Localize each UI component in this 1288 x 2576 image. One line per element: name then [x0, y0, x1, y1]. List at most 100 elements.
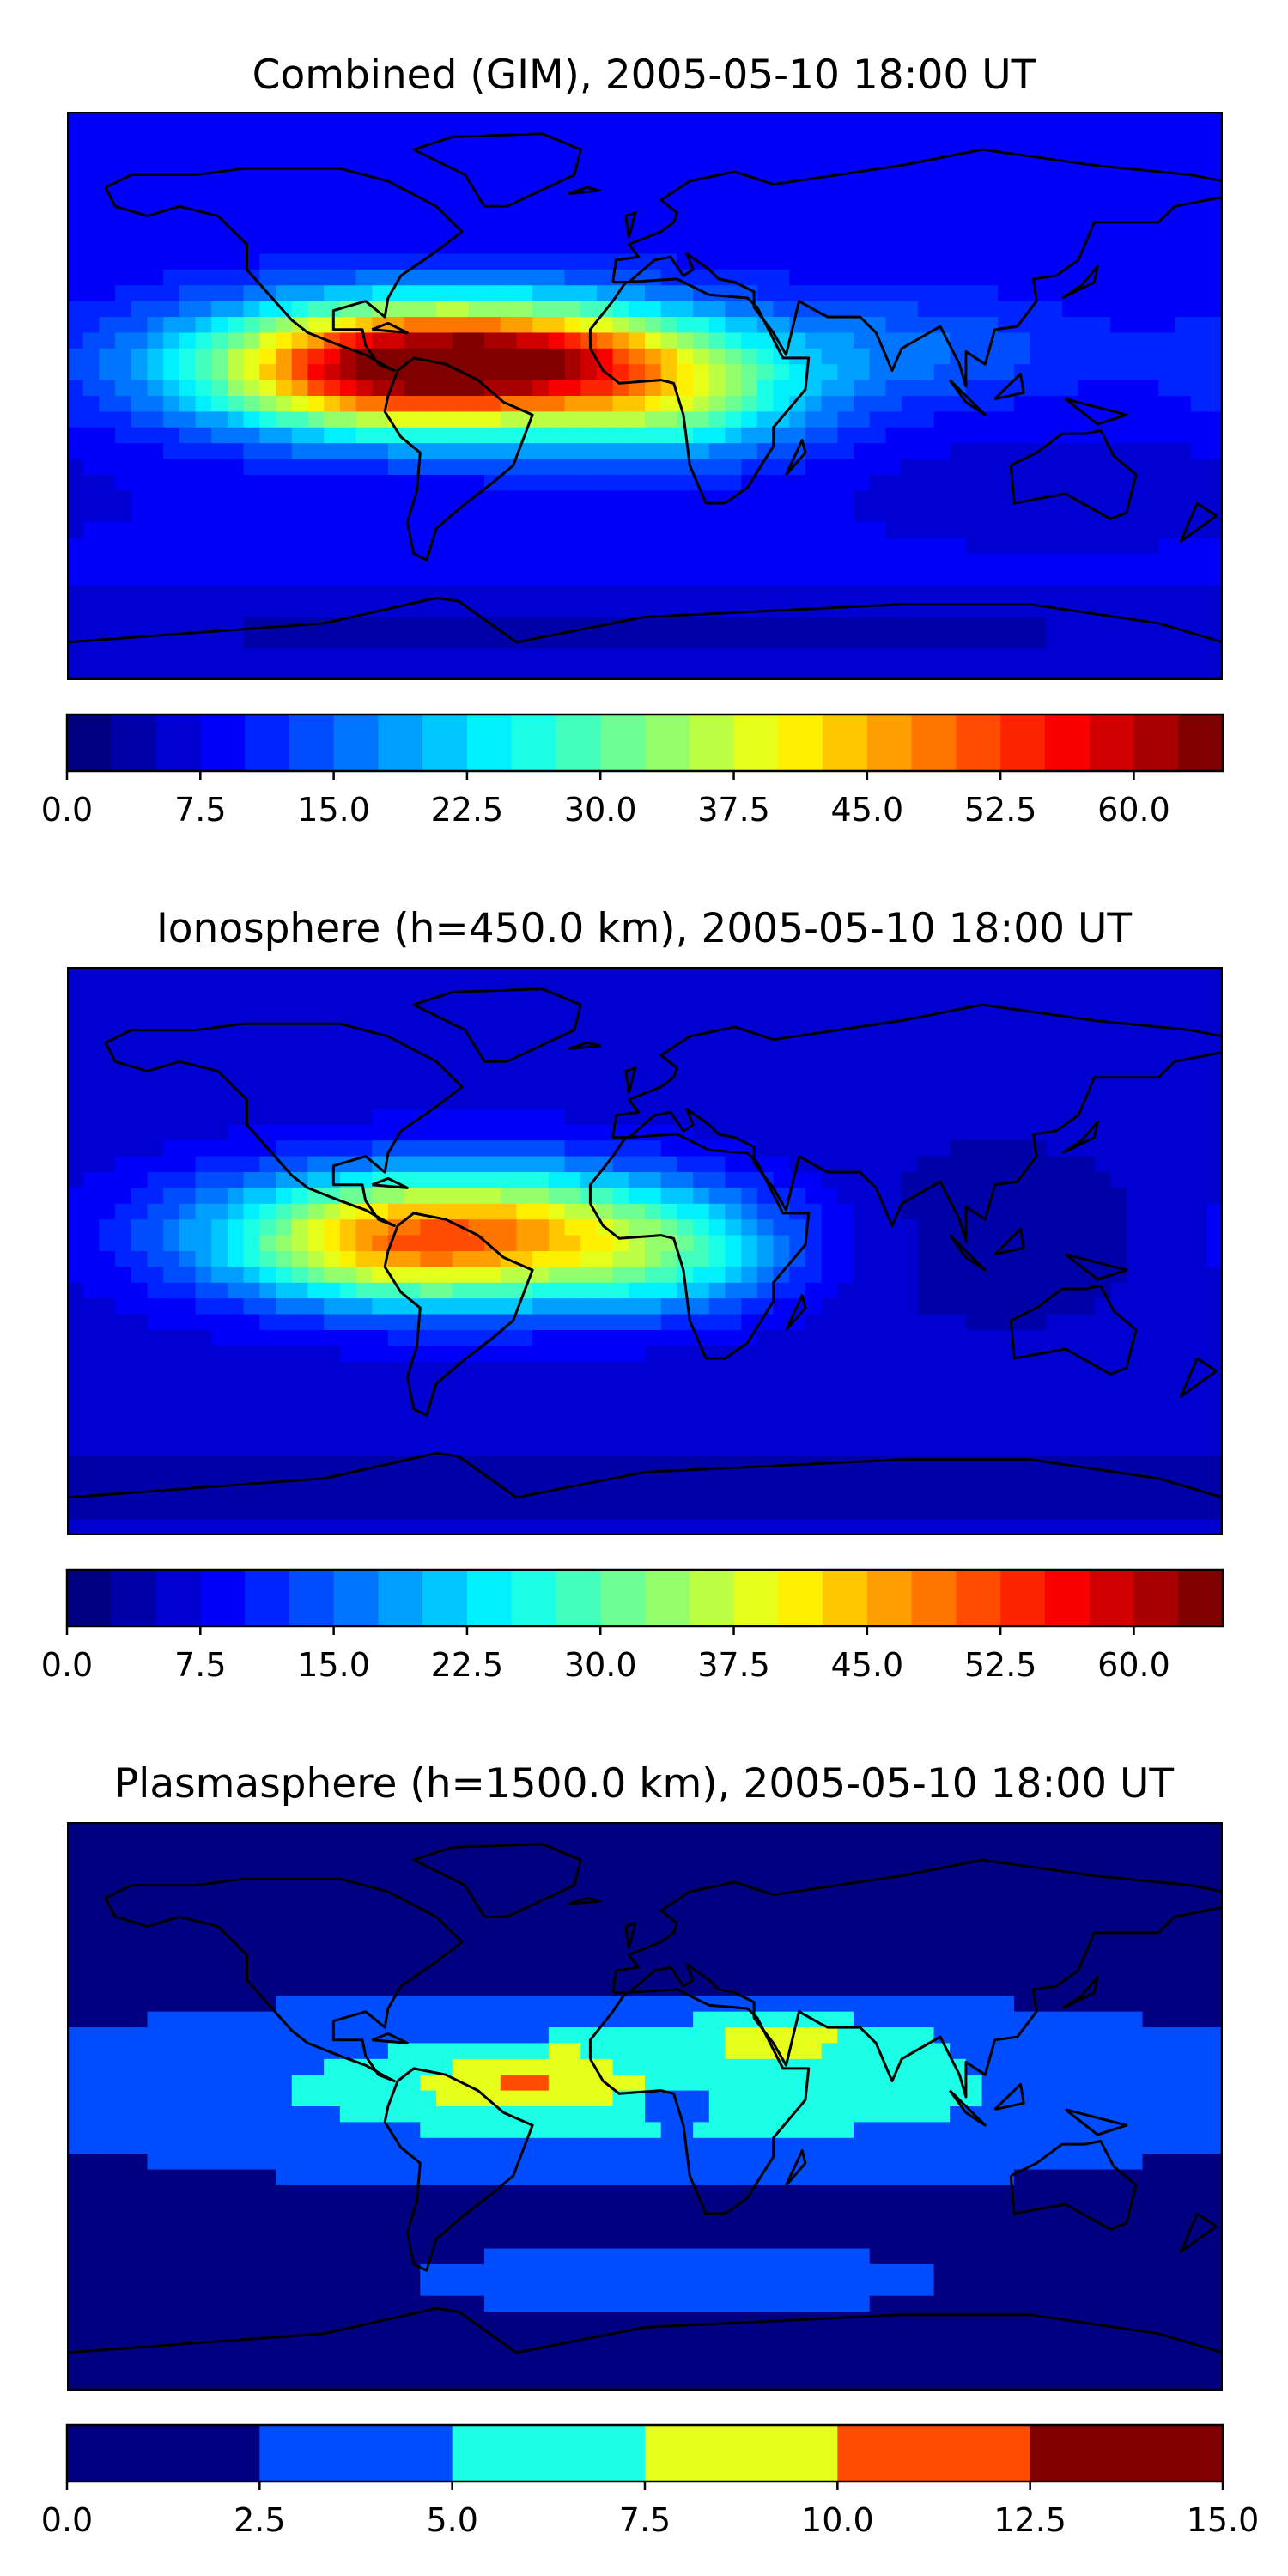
heatmap-cell	[82, 522, 100, 539]
heatmap-cell	[1062, 1077, 1079, 1094]
heatmap-cell	[756, 285, 775, 302]
heatmap-cell	[372, 490, 389, 507]
heatmap-cell	[115, 1393, 132, 1410]
heatmap-cell	[452, 1203, 469, 1220]
heatmap-cell	[243, 1456, 260, 1473]
heatmap-cell	[500, 174, 518, 191]
heatmap-cell	[1190, 269, 1207, 286]
heatmap-cell	[1174, 1124, 1192, 1141]
heatmap-cell	[1078, 332, 1096, 349]
heatmap-cell	[1094, 522, 1111, 539]
heatmap-cell	[1206, 664, 1223, 680]
heatmap-cell	[741, 1219, 758, 1236]
heatmap-cell	[276, 1314, 293, 1331]
heatmap-cell	[677, 159, 694, 176]
heatmap-cell	[404, 1408, 421, 1425]
heatmap-cell	[854, 1456, 871, 1473]
heatmap-cell	[645, 998, 662, 1015]
heatmap-cell	[532, 553, 550, 570]
heatmap-cell	[179, 285, 197, 302]
heatmap-cell	[725, 569, 742, 586]
heatmap-cell	[773, 1440, 790, 1457]
heatmap-cell	[1062, 317, 1079, 334]
heatmap-cell	[516, 617, 533, 634]
heatmap-cell	[645, 1393, 662, 1410]
heatmap-cell	[435, 190, 453, 207]
heatmap-cell	[1174, 1156, 1192, 1173]
heatmap-cell	[243, 112, 260, 128]
heatmap-cell	[1190, 1045, 1207, 1062]
heatmap-cell	[195, 474, 212, 491]
heatmap-cell	[773, 967, 790, 983]
heatmap-cell	[435, 967, 453, 983]
heatmap-cell	[1078, 1267, 1096, 1284]
heatmap-cell	[82, 427, 100, 444]
heatmap-cell	[725, 1456, 742, 1473]
heatmap-cell	[1206, 1456, 1223, 1473]
heatmap-cell	[1013, 348, 1031, 365]
heatmap-cell	[950, 1030, 967, 1047]
heatmap-cell	[147, 143, 164, 160]
heatmap-cell	[902, 1377, 919, 1394]
heatmap-cell	[998, 1282, 1015, 1299]
colorbar-tick-label: 45.0	[831, 791, 904, 829]
heatmap-cell	[211, 648, 228, 665]
heatmap-cell	[1030, 506, 1047, 523]
heatmap-cell	[243, 1077, 260, 1094]
heatmap-cell	[452, 569, 469, 586]
heatmap-cell	[1030, 664, 1047, 680]
heatmap-cell	[645, 569, 662, 586]
heatmap-cell	[821, 522, 838, 539]
heatmap-cell	[468, 490, 485, 507]
heatmap-cell	[420, 569, 437, 586]
heatmap-cell	[837, 459, 854, 476]
heatmap-cell	[227, 1172, 245, 1189]
heatmap-cell	[516, 1251, 533, 1267]
colorbar-tick-label: 7.5	[174, 791, 226, 829]
heatmap-cell	[291, 1361, 309, 1378]
heatmap-cell	[420, 967, 437, 983]
heatmap-cell	[131, 285, 149, 302]
heatmap-cell	[355, 1472, 373, 1489]
heatmap-cell	[147, 1188, 164, 1205]
heatmap-cell	[387, 982, 405, 999]
heatmap-cell	[339, 522, 357, 539]
heatmap-cell	[837, 411, 854, 428]
heatmap-cell	[147, 664, 164, 680]
heatmap-cell	[1190, 1140, 1207, 1157]
heatmap-cell	[532, 1267, 550, 1284]
heatmap-cell	[1062, 553, 1079, 570]
heatmap-cell	[1046, 569, 1063, 586]
heatmap-cell	[324, 1456, 341, 1473]
heatmap-cell	[773, 427, 790, 444]
heatmap-cell	[629, 427, 646, 444]
heatmap-cell	[147, 1156, 164, 1173]
heatmap-cell	[660, 585, 677, 602]
heatmap-cell	[693, 585, 710, 602]
heatmap-cell	[1110, 1172, 1127, 1189]
heatmap-cell	[629, 190, 646, 207]
heatmap-cell	[179, 1093, 197, 1110]
heatmap-cell	[99, 127, 116, 144]
heatmap-cell	[580, 364, 598, 381]
heatmap-cell	[243, 443, 260, 460]
heatmap-cell	[741, 127, 758, 144]
colorbar-tick-label: 22.5	[431, 791, 504, 829]
heatmap-cell	[484, 143, 501, 160]
heatmap-cell	[837, 143, 854, 160]
heatmap-cell	[147, 112, 164, 128]
heatmap-cell	[339, 1235, 357, 1252]
heatmap-cell	[500, 1393, 518, 1410]
heatmap-cell	[195, 1045, 212, 1062]
heatmap-cell	[902, 998, 919, 1015]
coastline-8	[567, 185, 602, 196]
heatmap-cell	[243, 174, 260, 191]
heatmap-cell	[885, 206, 902, 223]
heatmap-cell	[660, 1203, 677, 1220]
heatmap-cell	[789, 269, 806, 286]
heatmap-cell	[82, 1030, 100, 1047]
heatmap-cell	[211, 127, 228, 144]
heatmap-cell	[580, 1361, 598, 1378]
heatmap-cell	[965, 317, 983, 334]
heatmap-cell	[708, 1219, 726, 1236]
